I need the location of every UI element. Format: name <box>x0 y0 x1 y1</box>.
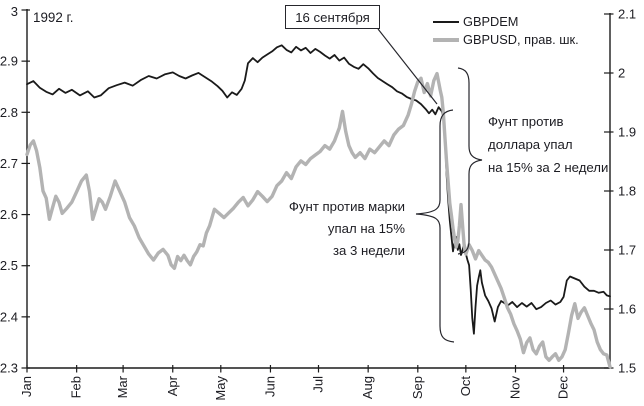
left-axis-tick-label: 2.4 <box>0 309 18 324</box>
gbpdem-line <box>26 44 611 335</box>
right-axis-tick-label: 1.5 <box>618 361 636 376</box>
month-tick-label: Apr <box>165 375 180 396</box>
left-axis-tick-label: 2.8 <box>0 105 18 120</box>
right-axis-tick-label: 1.8 <box>618 184 636 199</box>
event-callout-line <box>377 28 438 105</box>
month-tick-label: Nov <box>508 376 523 400</box>
right-axis-tick-label: 1.9 <box>618 125 636 140</box>
gbpusd-legend-label: GBPUSD, прав. шк. <box>463 32 579 47</box>
left-axis-tick-label: 2.5 <box>0 258 18 273</box>
gbpdem-legend-label: GBPDEM <box>463 14 519 29</box>
event-date-callout-box: 16 сентября <box>285 5 380 29</box>
right-axis-tick-label: 1.6 <box>618 302 636 317</box>
right-axis-tick-label: 1.7 <box>618 243 636 258</box>
right-axis-tick-label: 2 <box>618 66 625 81</box>
left-axis-tick-label: 2.3 <box>0 361 18 376</box>
dem-drop-brace <box>415 109 455 343</box>
series-lines <box>25 44 612 369</box>
left-axis-tick-label: 2.9 <box>0 54 18 69</box>
month-tick-label: Dec <box>556 376 571 400</box>
legend: GBPDEM GBPUSD, прав. шк. <box>433 14 579 47</box>
gbpdem-line-swatch <box>433 20 459 23</box>
left-axis-tick-label: 2.6 <box>0 207 18 222</box>
left-axis-tick-label: 3 <box>11 4 18 19</box>
usd-drop-brace <box>457 67 483 255</box>
axis-ticks: 3 2.9 2.8 2.7 2.6 2.5 2.4 2.3 2.1 2 1.9 1.8 1.7 1.6 1.… <box>0 4 636 401</box>
month-tick-label: Mar <box>115 375 130 398</box>
month-tick-label: Jun <box>262 376 277 397</box>
left-axis-tick-label: 2.7 <box>0 156 18 171</box>
legend-item-gbpdem: GBPDEM <box>433 14 579 29</box>
usd-drop-annotation: Фунт против доллара упал на 15% за 2 нед… <box>488 114 609 175</box>
year-label: 1992 г. <box>33 10 74 25</box>
gbpusd-line <box>25 71 612 369</box>
dem-drop-annotation: Фунт против марки упал на 15% за 3 недел… <box>288 199 405 258</box>
month-tick-label: Jul <box>311 376 326 393</box>
month-tick-label: Jan <box>19 376 34 397</box>
month-tick-label: May <box>213 376 228 401</box>
legend-item-gbpusd: GBPUSD, прав. шк. <box>433 32 579 47</box>
month-tick-label: Feb <box>69 376 84 398</box>
right-axis-tick-label: 2.1 <box>618 7 636 22</box>
month-tick-label: Sep <box>410 376 425 399</box>
gbpusd-line-swatch <box>433 37 459 42</box>
month-tick-label: Oct <box>458 376 473 397</box>
month-tick-label: Aug <box>360 376 375 399</box>
